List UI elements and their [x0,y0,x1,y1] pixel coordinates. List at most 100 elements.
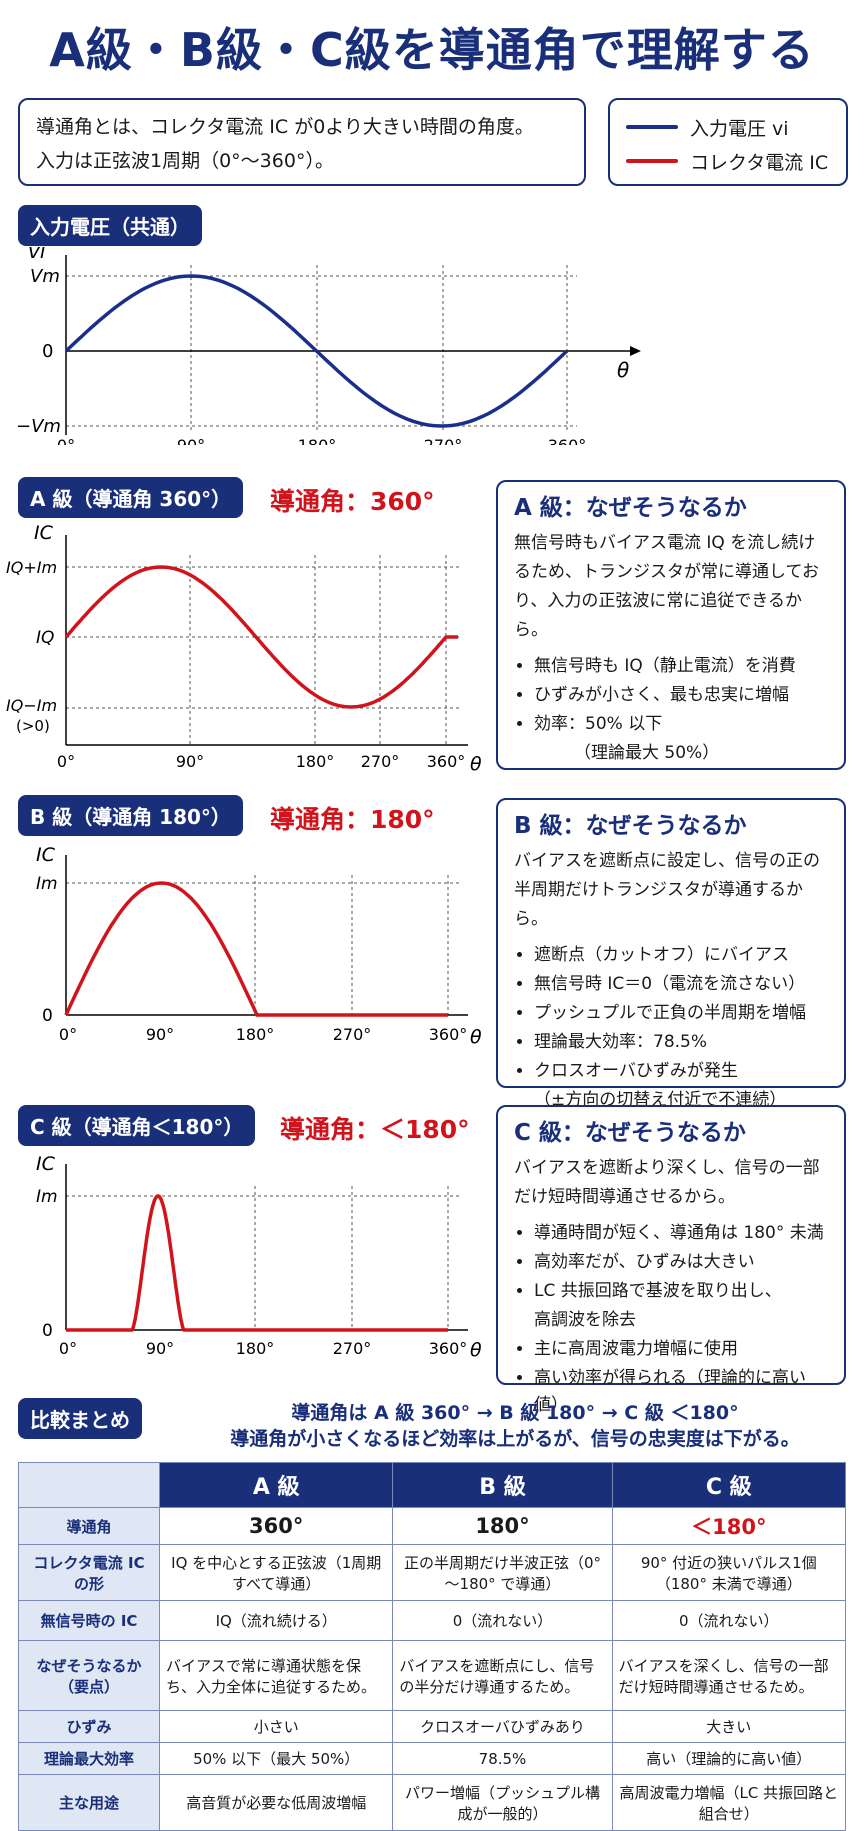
list-item: 理論最大効率：78.5% [534,1029,828,1056]
table-cell: 0（流れない） [392,1600,613,1641]
input-x-ticks: 0° 90° 180° 270° 360° [57,436,586,445]
list-item: （理論最大 50%） [574,743,720,763]
table-row-head: 導通角 [18,1507,160,1545]
class-b-x-tick: 90° [146,1025,174,1044]
input-x-tick: 270° [424,436,463,445]
intro-box: 導通角とは、コレクタ電流 IC が0より大きい時間の角度。 入力は正弦波1周期（… [18,98,586,186]
list-item: LC 共振回路で基波を取り出し、 [534,1278,828,1305]
class-b-bullets: 遮断点（カットオフ）にバイアス 無信号時 IC＝0（電流を流さない） プッシュプ… [514,942,828,1114]
table-row: なぜそうなるか（要点） バイアスで常に導通状態を保ち、入力全体に追従するため。 … [18,1640,847,1711]
legend-swatch-blue [626,125,678,129]
table-row: 導通角 360° 180° ＜180° [18,1507,847,1545]
summary-label: 比較まとめ [18,1398,142,1439]
class-a-grid [66,555,460,745]
table-header-b: B 級 [392,1462,613,1508]
table-corner [18,1462,160,1508]
input-x-arrow [630,346,641,356]
table-cell: ＜180° [611,1507,847,1545]
legend-label-collector: コレクタ電流 IC [690,151,829,174]
legend: 入力電圧 vi コレクタ電流 IC [608,98,848,186]
table-cell: パワー増幅（プッシュプル構成が一般的） [392,1774,613,1831]
class-a-panel-text: 無信号時もバイアス電流 IQ を流し続けるため、トランジスタが常に導通しており、… [514,533,819,640]
table-row-head: コレクタ電流 IC の形 [18,1544,160,1601]
table-cell: 90° 付近の狭いパルス1個（180° 未満で導通） [611,1544,847,1601]
table-row-head: 理論最大効率 [18,1742,160,1775]
table-cell: 180° [392,1507,613,1545]
legend-item-collector: コレクタ電流 IC [626,144,830,178]
class-c-panel-title: C 級：なぜそうなるか [514,1120,746,1146]
table-cell: 50% 以下（最大 50%） [158,1742,394,1775]
list-item: ひずみが小さく、最も忠実に増幅 [534,682,828,709]
class-a-y-tick: IQ−Im [6,696,57,715]
input-y-tick-negvm: −Vm [16,416,61,437]
list-item: 導通時間が短く、導通角は 180° 未満 [534,1220,828,1247]
class-a-x-tick: 0° [57,752,75,771]
class-b-chart: IC Im 0 0° 90° 180° 270° 360° θ [36,845,482,1048]
class-a-x-tick: 360° [427,752,466,771]
table-row: ひずみ 小さい クロスオーバひずみあり 大きい [18,1710,847,1743]
class-b-x-axis-label: θ [470,1026,482,1048]
intro-line-2: 入力は正弦波1周期（0°～360°）。 [36,150,334,172]
class-c-y-axis-label: IC [36,1153,56,1175]
class-b-panel: B 級：なぜそうなるか バイアスを遮断点に設定し、信号の正の半周期だけトランジス… [496,798,846,1110]
list-item: クロスオーバひずみが発生 [534,1058,828,1085]
class-a-x-axis-label: θ [470,753,482,775]
table-cell: クロスオーバひずみあり [392,1710,613,1743]
table-cell: 大きい [611,1710,847,1743]
class-a-bullets: 無信号時も IQ（静止電流）を消費 ひずみが小さく、最も忠実に増幅 効率：50%… [514,653,828,767]
class-b-x-tick: 180° [236,1025,275,1044]
input-x-axis-label: θ [617,358,629,382]
class-a-y-tick-note: (>0) [16,717,50,735]
legend-item-input: 入力電圧 vi [626,110,830,144]
class-c-label: C 級（導通角＜180°） [18,1105,256,1146]
table-row: 理論最大効率 50% 以下（最大 50%） 78.5% 高い（理論的に高い値） [18,1742,847,1775]
list-item: 主に高周波電力増幅に使用 [534,1336,828,1363]
input-x-tick: 90° [177,436,205,445]
table-header-a: A 級 [158,1462,394,1508]
input-x-tick: 360° [548,436,587,445]
class-a-condition: 導通角：360° [270,487,435,516]
table-cell: IQ（流れ続ける） [158,1600,394,1641]
table-cell: 正の半周期だけ半波正弦（0°～180° で導通） [392,1544,613,1601]
table-cell: 0（流れない） [611,1600,847,1641]
class-a-x-tick: 180° [296,752,335,771]
class-c-x-tick: 180° [236,1339,275,1358]
class-b-label: B 級（導通角 180°） [18,795,243,836]
input-section-label: 入力電圧（共通） [18,205,202,246]
class-a-panel: A 級：なぜそうなるか 無信号時もバイアス電流 IQ を流し続けるため、トランジ… [496,480,846,770]
table-cell: バイアスで常に導通状態を保ち、入力全体に追従するため。 [158,1640,394,1711]
class-c-condition: 導通角：＜180° [280,1115,470,1144]
input-y-tick-zero: 0 [42,341,53,362]
class-a-label: A 級（導通角 360°） [18,477,244,518]
page-title: A級・B級・C級を導通角で理解する [49,23,815,77]
table-row-head: 主な用途 [18,1774,160,1831]
class-c-x-tick: 0° [59,1339,77,1358]
class-c-x-tick: 360° [429,1339,468,1358]
class-c-x-tick: 270° [333,1339,372,1358]
list-item: 無信号時 IC＝0（電流を流さない） [534,971,828,998]
list-item: 遮断点（カットオフ）にバイアス [534,942,828,969]
list-item: 高効率だが、ひずみは大きい [534,1249,828,1276]
class-c-panel-text: バイアスを遮断より深くし、信号の一部だけ短時間導通させるから。 [514,1158,820,1207]
input-voltage-curve [64,274,569,428]
table-cell: バイアスを遮断点にし、信号の半分だけ導通するため。 [392,1640,613,1711]
table-header-row: A 級 B 級 C 級 [18,1462,847,1508]
class-c-bullets: 導通時間が短く、導通角は 180° 未満 高効率だが、ひずみは大きい LC 共振… [514,1220,828,1419]
table-row: 主な用途 高音質が必要な低周波増幅 パワー増幅（プッシュプル構成が一般的） 高周… [18,1774,847,1831]
table-row-head: ひずみ [18,1710,160,1743]
class-a-y-axis-label: IC [34,525,54,544]
comparison-table: A 級 B 級 C 級 導通角 360° 180° ＜180° コレクタ電流 I… [18,1462,847,1831]
table-cell: 78.5% [392,1742,613,1775]
class-b-condition: 導通角：180° [270,805,435,834]
class-b-y-tick: Im [36,874,58,894]
class-b-current-curve [64,881,448,1017]
class-b-panel-title: B 級：なぜそうなるか [514,813,747,839]
class-c-panel: C 級：なぜそうなるか バイアスを遮断より深くし、信号の一部だけ短時間導通させる… [496,1105,846,1415]
class-a-y-tick: IQ+Im [6,558,57,577]
class-c-chart: IC Im 0 0° 90° 180° 270° 360° θ [36,1153,482,1361]
input-y-tick-vm: Vm [30,266,60,287]
table-row-head: なぜそうなるか（要点） [18,1640,160,1711]
list-item: 高調波を除去 [534,1310,636,1330]
list-item: 無信号時も IQ（静止電流）を消費 [534,653,828,680]
list-item: 高い効率が得られる（理論的に高い値） [534,1365,828,1419]
